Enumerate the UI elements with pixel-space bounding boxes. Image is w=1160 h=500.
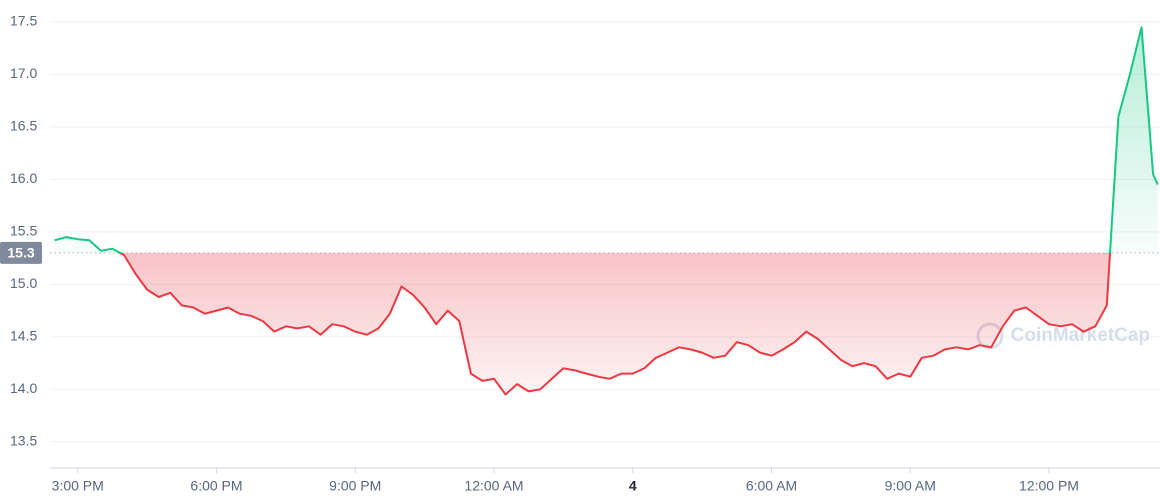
- y-tick-label: 14.5: [10, 328, 37, 344]
- reference-label: 15.3: [7, 245, 34, 261]
- area: [54, 27, 1158, 395]
- x-tick-label: 3:00 PM: [52, 478, 104, 494]
- x-tick-label: 6:00 PM: [190, 478, 242, 494]
- x-tick-label: 9:00 PM: [329, 478, 381, 494]
- y-tick-label: 17.5: [10, 13, 37, 29]
- y-tick-label: 14.0: [10, 380, 37, 396]
- price-line: [54, 26, 1159, 396]
- x-tick-label: 4: [629, 478, 637, 494]
- y-tick-label: 17.0: [10, 65, 37, 81]
- y-tick-label: 16.5: [10, 118, 37, 134]
- y-tick-label: 15.0: [10, 275, 37, 291]
- x-tick-label: 9:00 AM: [885, 478, 936, 494]
- y-tick-label: 15.5: [10, 223, 37, 239]
- watermark: CoinMarketCap: [1011, 325, 1150, 346]
- x-tick-label: 12:00 AM: [464, 478, 523, 494]
- x-tick-label: 12:00 PM: [1019, 478, 1079, 494]
- y-tick-label: 16.0: [10, 170, 37, 186]
- x-tick-label: 6:00 AM: [746, 478, 797, 494]
- y-tick-label: 13.5: [10, 432, 37, 448]
- reference-label-bg: [0, 241, 42, 264]
